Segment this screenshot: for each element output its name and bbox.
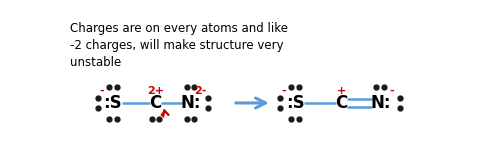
Text: C: C bbox=[150, 94, 162, 112]
Text: N:: N: bbox=[370, 94, 390, 112]
Text: -: - bbox=[390, 86, 394, 96]
Text: 2-: 2- bbox=[194, 86, 206, 96]
Text: 2+: 2+ bbox=[147, 86, 164, 96]
Text: :S: :S bbox=[286, 94, 304, 112]
Text: -: - bbox=[99, 86, 103, 96]
Text: C: C bbox=[336, 94, 347, 112]
FancyArrowPatch shape bbox=[162, 110, 168, 116]
Text: :S: :S bbox=[104, 94, 122, 112]
Text: N:: N: bbox=[180, 94, 201, 112]
Text: -: - bbox=[282, 86, 286, 96]
Text: +: + bbox=[337, 86, 346, 96]
Text: Charges are on every atoms and like
-2 charges, will make structure very
unstabl: Charges are on every atoms and like -2 c… bbox=[70, 22, 288, 69]
